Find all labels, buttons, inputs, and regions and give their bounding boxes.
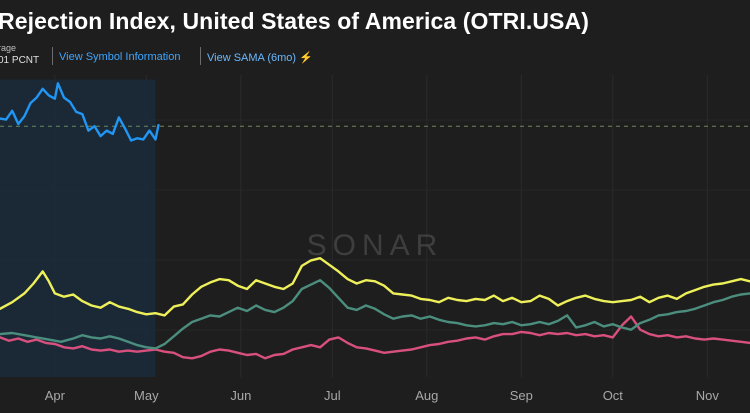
series-lines bbox=[0, 82, 750, 360]
chart-title: Rejection Index, United States of Americ… bbox=[0, 8, 589, 34]
x-tick-label: May bbox=[134, 388, 159, 403]
x-tick-label: Aug bbox=[415, 388, 438, 403]
view-sama-link[interactable]: View SAMA (6mo) ⚡ bbox=[207, 51, 313, 64]
sama-chart-icon: ⚡ bbox=[299, 52, 313, 64]
view-symbol-information-link[interactable]: View Symbol Information bbox=[59, 51, 181, 63]
sonar-watermark: SONAR bbox=[307, 229, 444, 262]
x-tick-label: Oct bbox=[603, 388, 624, 403]
separator bbox=[200, 47, 201, 65]
x-tick-label: Sep bbox=[510, 388, 533, 403]
line-chart: SONAR Apr May Jun Jul Aug Sep Oct Nov bbox=[0, 75, 750, 403]
series-line-pink bbox=[0, 315, 750, 360]
stat-label: rage bbox=[0, 43, 17, 53]
x-axis: Apr May Jun Jul Aug Sep Oct Nov bbox=[45, 388, 720, 403]
x-tick-label: Jul bbox=[324, 388, 341, 403]
x-tick-label: Jun bbox=[230, 388, 251, 403]
separator bbox=[52, 47, 53, 65]
series-line-current bbox=[0, 82, 160, 142]
x-tick-label: Nov bbox=[696, 388, 720, 403]
series-line-yellow bbox=[0, 257, 750, 317]
stat-value: 01 PCNT bbox=[0, 55, 40, 66]
view-sama-label: View SAMA (6mo) bbox=[207, 52, 297, 64]
highlight-band bbox=[0, 79, 156, 377]
series-line-green bbox=[0, 279, 750, 350]
chart-header: Rejection Index, United States of Americ… bbox=[0, 0, 750, 75]
x-tick-label: Apr bbox=[45, 388, 66, 403]
